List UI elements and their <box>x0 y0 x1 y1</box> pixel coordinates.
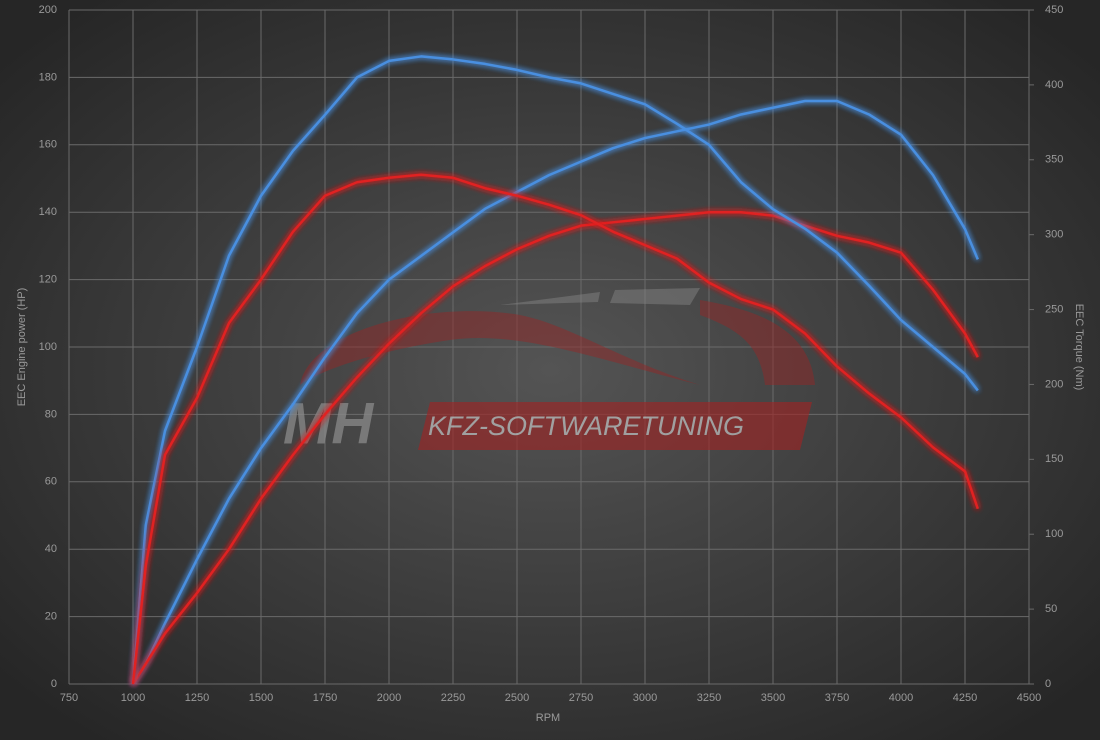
x-tick-label: 2500 <box>505 692 529 704</box>
series-line <box>131 99 979 685</box>
x-tick-label: 2750 <box>569 692 593 704</box>
y2-tick-label: 450 <box>1045 4 1063 16</box>
x-tick-label: 2000 <box>377 692 401 704</box>
y-tick-label: 100 <box>39 341 57 353</box>
x-tick-label: 1250 <box>185 692 209 704</box>
x-tick-label: 1750 <box>313 692 337 704</box>
y-tick-label: 60 <box>45 476 57 488</box>
y2-tick-label: 400 <box>1045 79 1063 91</box>
y2-tick-label: 0 <box>1045 678 1051 690</box>
y-axis-title: EEC Engine power (HP) <box>16 288 28 407</box>
y2-tick-label: 350 <box>1045 154 1063 166</box>
x-axis-title: RPM <box>536 712 560 724</box>
x-tick-label: 2250 <box>441 692 465 704</box>
x-tick-label: 1500 <box>249 692 273 704</box>
banner <box>418 402 812 450</box>
y-tick-label: 20 <box>45 611 57 623</box>
y2-tick-label: 150 <box>1045 453 1063 465</box>
y-tick-label: 140 <box>39 206 57 218</box>
y2-tick-label: 100 <box>1045 528 1063 540</box>
series-line <box>131 210 979 685</box>
x-tick-label: 3000 <box>633 692 657 704</box>
y2-axis-title: EEC Torque (Nm) <box>1073 304 1085 391</box>
x-tick-label: 3500 <box>761 692 785 704</box>
y2-tick-label: 50 <box>1045 603 1057 615</box>
series-line <box>131 55 979 685</box>
x-tick-label: 3250 <box>697 692 721 704</box>
watermark: MH KFZ-SOFTWARETUNING <box>283 288 815 456</box>
watermark-text: KFZ-SOFTWARETUNING <box>428 411 744 441</box>
car-swoosh <box>300 311 700 385</box>
grid <box>68 9 1034 685</box>
watermark-logo: MH <box>283 391 374 456</box>
x-tick-label: 4500 <box>1017 692 1041 704</box>
y-tick-label: 180 <box>39 71 57 83</box>
y-tick-label: 40 <box>45 543 57 555</box>
y2-tick-label: 250 <box>1045 303 1063 315</box>
x-tick-label: 750 <box>60 692 78 704</box>
y2-tick-label: 300 <box>1045 229 1063 241</box>
x-tick-label: 3750 <box>825 692 849 704</box>
y2-tick-label: 200 <box>1045 378 1063 390</box>
x-tick-label: 4250 <box>953 692 977 704</box>
x-tick-label: 4000 <box>889 692 913 704</box>
x-tick-label: 1000 <box>121 692 145 704</box>
car-roof <box>500 288 700 305</box>
y-tick-label: 200 <box>39 4 57 16</box>
y-tick-label: 120 <box>39 274 57 286</box>
y-tick-label: 160 <box>39 139 57 151</box>
series-line <box>131 173 979 685</box>
car-rear <box>700 300 815 385</box>
y-tick-label: 80 <box>45 408 57 420</box>
y-tick-label: 0 <box>51 678 57 690</box>
